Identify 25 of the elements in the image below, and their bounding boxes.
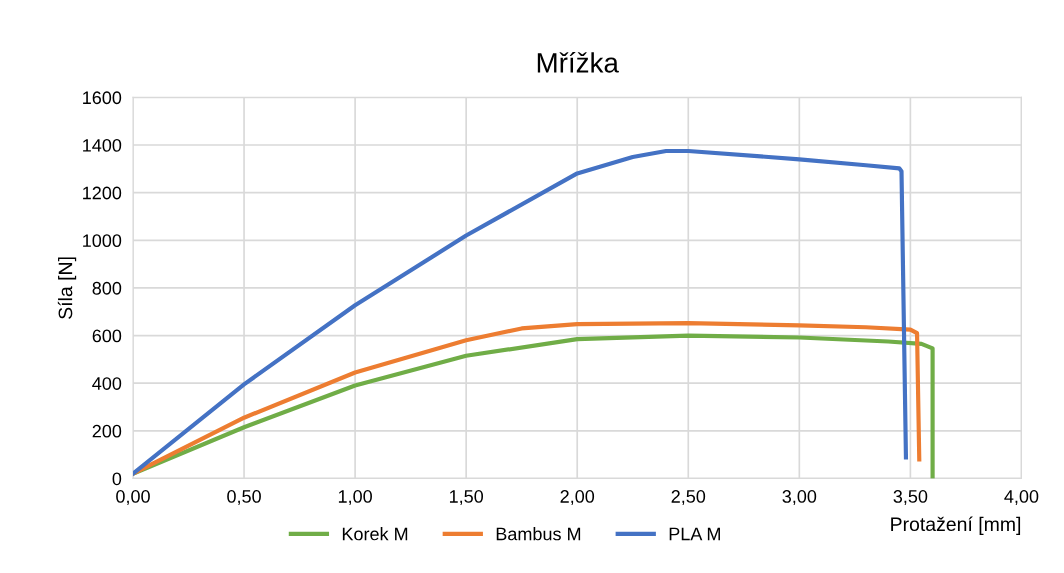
x-tick-label: 2,50 <box>671 490 706 505</box>
y-tick-label: 200 <box>92 424 122 438</box>
line-series <box>133 148 909 476</box>
y-tick-label: 800 <box>92 281 122 295</box>
x-tick-label: 1,50 <box>449 490 484 505</box>
x-axis-title: Protažení [mm] <box>891 516 1021 535</box>
y-tick-label: 0 <box>112 472 122 486</box>
legend-label: Korek M <box>342 527 408 541</box>
x-tick-label: 3,50 <box>893 490 928 505</box>
x-tick-label: 3,00 <box>782 490 817 505</box>
y-tick-label: 400 <box>92 377 122 390</box>
y-tick-label: 1600 <box>83 91 122 105</box>
y-tick-label: 1200 <box>83 186 122 200</box>
legend-label: PLA M <box>669 527 720 541</box>
y-tick-label: 1000 <box>83 234 122 248</box>
x-tick-label: 4,00 <box>1004 490 1039 505</box>
y-tick-label: 1400 <box>83 138 122 152</box>
x-tick-label: 1,00 <box>338 490 372 505</box>
y-axis-title: Síla [N] <box>57 257 77 319</box>
x-tick-label: 0,50 <box>227 490 261 505</box>
chart-title: Mřížka <box>537 51 619 73</box>
y-tick-label: 600 <box>92 329 122 343</box>
x-tick-label: 2,00 <box>560 490 595 505</box>
x-tick-label: 0,00 <box>116 490 150 505</box>
legend-label: Bambus M <box>496 527 581 541</box>
